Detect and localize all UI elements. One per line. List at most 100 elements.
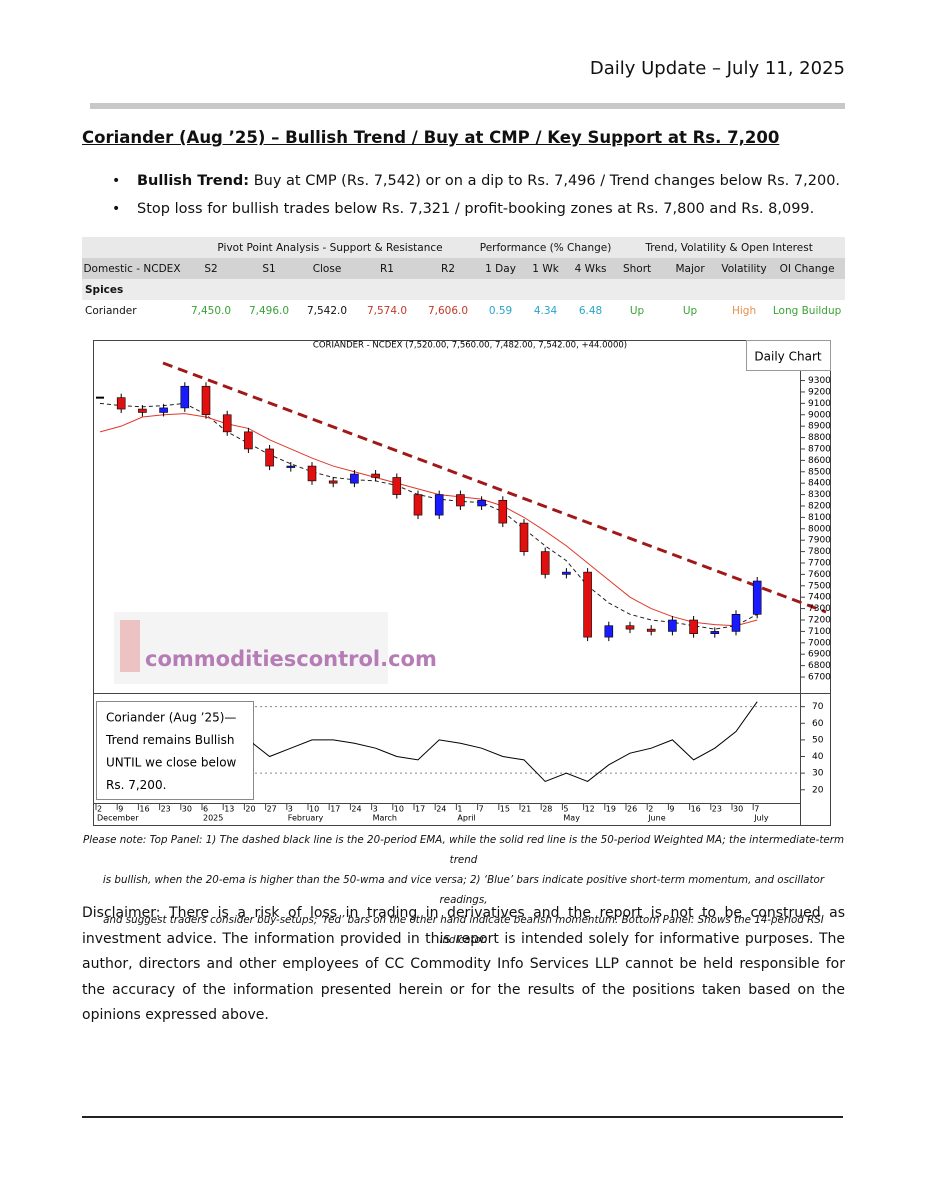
x-tick-label: 28 bbox=[542, 805, 552, 814]
candle bbox=[265, 448, 274, 467]
candle bbox=[392, 477, 402, 495]
x-tick-label: 19 bbox=[606, 805, 616, 814]
x-tick-label: 16 bbox=[691, 805, 701, 814]
x-tick-label: 16 bbox=[139, 805, 149, 814]
x-tick-label: 17 bbox=[415, 805, 425, 814]
annotation-line: Trend remains Bullish bbox=[105, 733, 234, 747]
rsi-tick-label: 30 bbox=[812, 769, 824, 779]
x-tick-label: 12 bbox=[585, 805, 595, 814]
candle bbox=[583, 571, 592, 638]
candle bbox=[180, 385, 190, 409]
x-tick-label: 21 bbox=[521, 805, 531, 814]
column-header: 4 Wks bbox=[568, 258, 614, 279]
rsi-tick-label: 70 bbox=[812, 702, 824, 712]
month-label: February bbox=[288, 814, 324, 823]
y-tick-label: 8800 bbox=[808, 433, 831, 443]
x-tick-label: 27 bbox=[267, 805, 277, 814]
month-label: 2025 bbox=[203, 814, 223, 823]
y-tick-label: 8900 bbox=[808, 422, 831, 432]
bullet-label: Bullish Trend: bbox=[137, 173, 250, 189]
x-tick-label: 2 bbox=[97, 805, 102, 814]
y-tick-label: 8600 bbox=[808, 456, 831, 466]
column-header: S2 bbox=[182, 258, 240, 279]
candle bbox=[689, 619, 698, 634]
x-tick-label: 30 bbox=[733, 805, 743, 814]
candle bbox=[540, 551, 550, 575]
x-tick-label: 9 bbox=[118, 805, 123, 814]
candle bbox=[625, 625, 635, 630]
x-tick-label: 24 bbox=[351, 805, 361, 814]
moving-average bbox=[99, 402, 758, 630]
pivot-table: Pivot Point Analysis - Support & Resista… bbox=[82, 237, 846, 321]
candle bbox=[307, 465, 317, 482]
header-title: Daily Update – July 11, 2025 bbox=[589, 58, 845, 79]
y-tick-label: 7000 bbox=[808, 638, 831, 648]
x-tick-label: 20 bbox=[245, 805, 255, 814]
moving-average bbox=[99, 413, 758, 627]
candle bbox=[498, 499, 508, 524]
chart: CORIANDER - NCDEX (7,520.00, 7,560.00, 7… bbox=[93, 340, 831, 826]
y-tick-label: 8700 bbox=[808, 444, 831, 454]
y-tick-label: 8100 bbox=[808, 513, 831, 523]
column-header: Short bbox=[613, 258, 662, 279]
candle bbox=[477, 499, 486, 507]
table-cell: 7,606.0 bbox=[427, 304, 469, 317]
column-header: 1 Day bbox=[478, 258, 524, 279]
caption-line: is bullish, when the 20-ema is higher th… bbox=[102, 874, 825, 906]
table-cell: 7,450.0 bbox=[190, 304, 232, 317]
heading: Coriander (Aug ’25) – Bullish Trend / Bu… bbox=[82, 128, 780, 147]
caption-line: Please note: Top Panel: 1) The dashed bl… bbox=[83, 834, 844, 866]
y-tick-label: 7200 bbox=[808, 616, 831, 626]
table-cell: 6.48 bbox=[578, 304, 603, 317]
table-cell: High bbox=[731, 304, 757, 317]
caption-line: and suggest traders consider buy-setups;… bbox=[103, 914, 824, 946]
x-tick-label: 6 bbox=[203, 805, 208, 814]
candle bbox=[350, 473, 359, 484]
month-label: July bbox=[753, 814, 769, 823]
column-header: Major bbox=[661, 258, 720, 279]
y-tick-label: 9200 bbox=[808, 387, 831, 397]
x-tick-label: 9 bbox=[669, 805, 674, 814]
candle bbox=[646, 628, 656, 632]
table-cell: 7,542.0 bbox=[306, 304, 348, 317]
candle bbox=[434, 494, 444, 516]
bullet-text: Buy at CMP (Rs. 7,542) or on a dip to Rs… bbox=[253, 173, 841, 189]
table-cell: 0.59 bbox=[488, 304, 513, 317]
table-cell: 7,496.0 bbox=[248, 304, 290, 317]
candle bbox=[328, 480, 338, 484]
x-tick-label: 3 bbox=[373, 805, 378, 814]
annotation-bg bbox=[97, 702, 253, 799]
y-tick-label: 9300 bbox=[808, 376, 831, 386]
bullet-dot: • bbox=[112, 173, 121, 189]
candle bbox=[604, 625, 614, 638]
x-tick-label: 7 bbox=[754, 805, 759, 814]
caption: Please note: Top Panel: 1) The dashed bl… bbox=[82, 830, 845, 950]
y-tick-label: 9000 bbox=[808, 410, 831, 420]
column-header: 1 Wk bbox=[523, 258, 569, 279]
candle bbox=[731, 614, 741, 632]
table-cell: Coriander bbox=[85, 304, 137, 317]
x-tick-label: 5 bbox=[563, 805, 568, 814]
x-tick-label: 24 bbox=[436, 805, 446, 814]
column-header: Close bbox=[298, 258, 356, 279]
chart-title: CORIANDER - NCDEX (7,520.00, 7,560.00, 7… bbox=[313, 341, 627, 351]
watermark-box bbox=[114, 612, 388, 684]
annotation-line: Coriander (Aug ’25)— bbox=[106, 711, 236, 725]
candle bbox=[222, 414, 232, 433]
bullet-text: Stop loss for bullish trades below Rs. 7… bbox=[137, 201, 815, 217]
label-box bbox=[746, 340, 831, 371]
x-tick-label: 17 bbox=[330, 805, 340, 814]
month-label: March bbox=[373, 814, 397, 823]
candle bbox=[456, 494, 465, 507]
disclaimer: Disclaimer: There is a risk of loss in t… bbox=[82, 905, 845, 1023]
y-tick-label: 6900 bbox=[808, 650, 831, 660]
section-label: Spices bbox=[82, 279, 846, 300]
y-tick-label: 7300 bbox=[808, 604, 831, 614]
annotation-line: Rs. 7,200. bbox=[106, 778, 166, 792]
table-cell: Up bbox=[629, 304, 645, 317]
rsi-tick-label: 50 bbox=[812, 735, 824, 745]
candle bbox=[138, 408, 147, 413]
y-tick-label: 6800 bbox=[808, 661, 831, 671]
bullet: Bullish Trend: Buy at CMP (Rs. 7,542) or… bbox=[137, 173, 840, 189]
month-label: June bbox=[647, 814, 666, 823]
